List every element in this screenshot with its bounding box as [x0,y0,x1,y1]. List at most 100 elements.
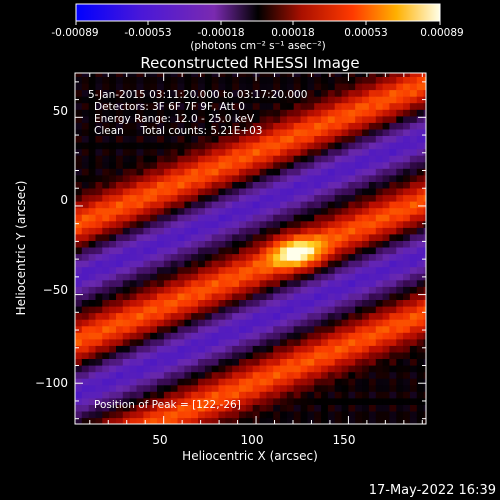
heatmap-cell [321,109,329,117]
heatmap-cell [143,233,151,241]
heatmap-cell [423,122,426,130]
heatmap-cell [334,102,343,110]
heatmap-cell [273,358,281,366]
heatmap-cell [109,279,117,287]
heatmap-cell [307,155,315,163]
heatmap-cell [286,391,295,399]
heatmap-cell [218,404,226,412]
heatmap-cell [109,351,117,359]
heatmap-cell [416,115,425,123]
heatmap-cell [382,305,390,314]
heatmap-cell [136,135,144,143]
heatmap-cell [341,102,349,110]
heatmap-cell [266,122,274,130]
heatmap-cell [163,82,172,91]
heatmap-cell [368,227,377,235]
heatmap-cell [259,266,267,274]
heatmap-cell [109,286,117,294]
heatmap-cell [88,325,97,333]
heatmap-cell [245,148,254,156]
heatmap-cell [157,260,165,268]
heatmap-cell [362,253,370,261]
heatmap-cell [423,233,426,241]
heatmap-cell [232,214,240,222]
heatmap-cell [75,76,83,84]
heatmap-cell [136,142,144,150]
heatmap-cell [348,174,356,182]
heatmap-cell [273,325,281,333]
annotation-energy-range: Energy Range: 12.0 - 25.0 keV [94,113,255,125]
heatmap-cell [273,286,281,294]
heatmap-cell [375,142,384,150]
heatmap-cell [266,358,274,366]
heatmap-cell [102,391,110,399]
heatmap-cell [423,155,426,163]
heatmap-cell [109,76,117,84]
heatmap-cell [95,332,103,340]
heatmap-cell [88,76,97,84]
heatmap-cell [334,305,343,314]
heatmap-cell [362,404,370,412]
heatmap-cell [157,82,165,91]
heatmap-cell [211,174,220,182]
heatmap-cell [334,82,343,91]
heatmap-cell [157,246,165,255]
heatmap-cell [184,246,192,255]
heatmap-cell [157,96,165,104]
heatmap-cell [218,122,226,130]
heatmap-cell [95,345,103,353]
heatmap-cell [396,286,404,294]
heatmap-cell [191,312,199,320]
heatmap-cell [321,240,329,248]
heatmap-cell [232,325,240,333]
heatmap-cell [293,135,302,143]
heatmap-cell [307,168,315,176]
heatmap-cell [150,404,158,412]
heatmap-cell [163,76,172,84]
heatmap-cell [143,325,151,333]
heatmap-cell [307,207,315,215]
heatmap-cell [81,404,90,412]
heatmap-cell [204,266,213,274]
heatmap-cell [232,312,240,320]
heatmap-cell [403,128,411,136]
heatmap-cell [300,391,308,399]
heatmap-cell [218,351,226,359]
heatmap-cell [314,305,322,314]
heatmap-cell [300,148,308,156]
heatmap-cell [143,174,151,182]
heatmap-cell [355,279,363,287]
heatmap-cell [204,201,213,209]
heatmap-cell [382,292,390,300]
heatmap-cell [368,292,377,300]
heatmap-cell [239,174,247,182]
heatmap-cell [184,207,192,215]
heatmap-cell [259,115,267,123]
heatmap-cell [368,417,377,424]
heatmap-cell [191,194,199,202]
heatmap-cell [211,135,220,143]
heatmap-cell [163,148,172,156]
heatmap-cell [368,246,377,255]
heatmap-cell [403,299,411,307]
heatmap-cell [396,187,404,196]
heatmap-cell [129,345,138,353]
heatmap-cell [362,89,370,97]
heatmap-cell [396,240,404,248]
heatmap-cell [409,260,418,268]
heatmap-cell [81,168,90,176]
heatmap-cell [396,279,404,287]
heatmap-cell [362,279,370,287]
heatmap-cell [423,220,426,228]
heatmap-cell [218,142,226,150]
heatmap-cell [218,89,226,97]
heatmap-cell [204,194,213,202]
heatmap-cell [327,260,336,268]
heatmap-cell [409,148,418,156]
heatmap-cell [375,135,384,143]
heatmap-cell [239,338,247,346]
heatmap-cell [170,279,179,287]
heatmap-cell [334,391,343,399]
heatmap-cell [184,404,192,412]
heatmap-cell [239,286,247,294]
